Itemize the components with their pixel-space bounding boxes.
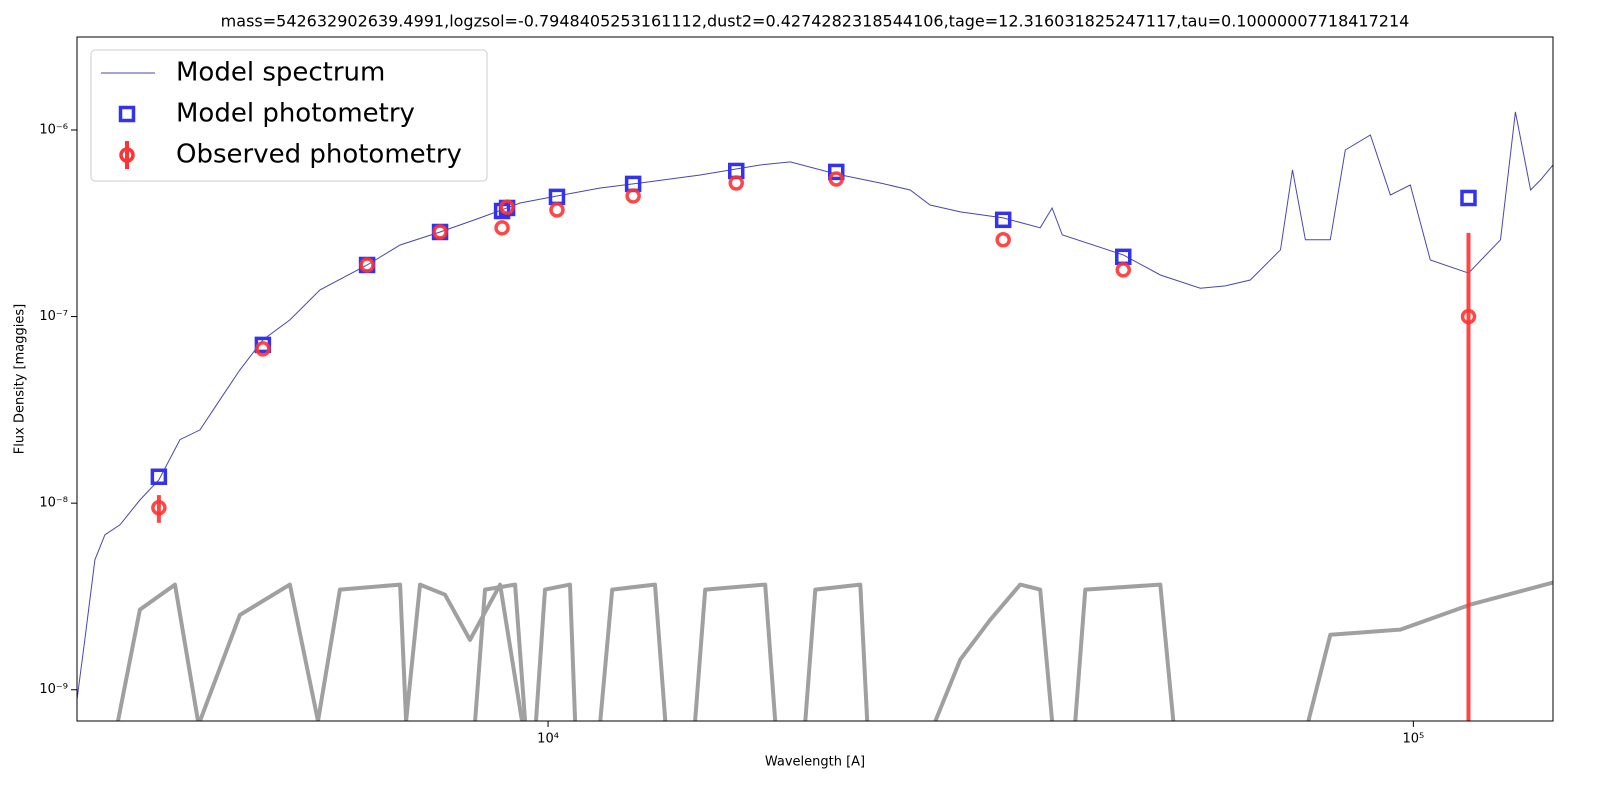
model-photometry-marker bbox=[994, 211, 1012, 229]
filter-curve bbox=[316, 582, 409, 721]
observed-photometry-marker bbox=[995, 232, 1011, 248]
y-tick-label: 10⁻⁸ bbox=[39, 496, 68, 511]
x-tick-label: 10⁴ bbox=[537, 732, 559, 747]
legend-box bbox=[90, 49, 488, 182]
filter-curve bbox=[933, 582, 1055, 721]
filter-curve bbox=[116, 582, 200, 721]
observed-photometry-marker bbox=[432, 224, 448, 240]
x-tick-label: 10⁵ bbox=[1402, 732, 1424, 747]
plot-area bbox=[77, 111, 1553, 721]
legend-label: Model photometry bbox=[176, 99, 415, 129]
filter-curve bbox=[1306, 580, 1553, 721]
chart-title: mass=542632902639.4991,logzsol=-0.794840… bbox=[221, 12, 1410, 31]
observed-photometry-marker bbox=[828, 171, 844, 187]
observed-photometry-marker bbox=[151, 499, 167, 516]
observed-photometry-marker bbox=[499, 199, 515, 215]
observed-photometry-marker bbox=[1115, 262, 1132, 278]
filter-curve bbox=[1073, 582, 1176, 721]
model-photometry-marker bbox=[150, 468, 168, 486]
observed-photometry-marker bbox=[494, 220, 510, 236]
observed-photometry-marker bbox=[1460, 308, 1477, 325]
y-axis-label: Flux Density [maggies] bbox=[13, 304, 28, 454]
filter-curve bbox=[404, 582, 524, 721]
legend-square bbox=[118, 105, 136, 123]
filter-curve bbox=[693, 582, 778, 721]
legend-circle bbox=[119, 147, 135, 163]
observed-photometry-marker bbox=[549, 202, 565, 218]
filter-curve bbox=[534, 582, 578, 721]
filter-curve bbox=[803, 582, 870, 721]
y-tick-label: 10⁻⁷ bbox=[39, 309, 68, 324]
observed-photometry-marker bbox=[359, 257, 375, 273]
x-axis-label: Wavelength [A] bbox=[765, 755, 865, 770]
y-tick-label: 10⁻⁶ bbox=[39, 122, 68, 137]
legend: Model spectrum Model photometry Observed p… bbox=[90, 49, 488, 182]
filter-curve bbox=[598, 582, 668, 721]
y-tick-label: 10⁻⁹ bbox=[39, 682, 68, 697]
filter-curve bbox=[473, 582, 528, 721]
observed-photometry-marker bbox=[625, 188, 641, 204]
legend-label: Observed photometry bbox=[176, 140, 462, 170]
filter-curve bbox=[198, 582, 320, 721]
observed-photometry-marker bbox=[728, 175, 745, 191]
model-photometry-marker bbox=[827, 163, 845, 181]
axes: 10⁴ 10⁵ 10⁻⁹ 10⁻⁸ 10⁻⁷ 10⁻⁶ bbox=[39, 122, 1424, 746]
spectrum-line bbox=[77, 111, 1553, 700]
axes-frame bbox=[76, 36, 1554, 722]
model-photometry-marker bbox=[1460, 189, 1477, 207]
legend-label: Model spectrum bbox=[176, 58, 385, 88]
observed-photometry-marker bbox=[255, 341, 271, 357]
